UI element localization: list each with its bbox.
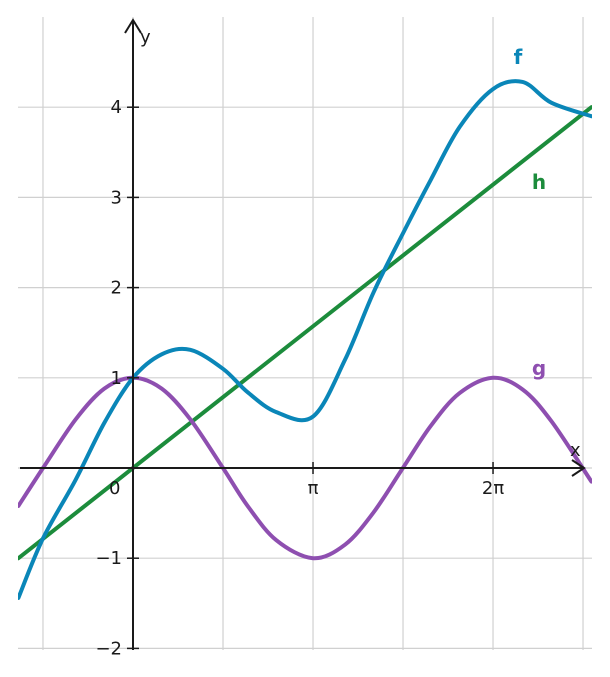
series-labels: f g h — [514, 45, 547, 380]
y-axis-arrow — [124, 18, 142, 34]
series-label-h: h — [532, 170, 546, 194]
y-tick-label: −1 — [95, 548, 122, 569]
y-tick-label: 1 — [111, 368, 122, 389]
y-tick-label: 2 — [111, 278, 122, 299]
ticks: 0 π 2π −2 −1 1 2 3 4 — [95, 97, 504, 659]
x-tick-label: π — [308, 478, 319, 499]
series-label-f: f — [514, 45, 523, 69]
series-h-line — [18, 105, 592, 561]
axes: x y — [20, 18, 586, 650]
x-tick-label: 0 — [109, 478, 120, 499]
x-axis-arrow — [571, 459, 586, 477]
series-g-line — [18, 375, 592, 561]
y-axis-label: y — [140, 27, 151, 48]
series-f-line — [18, 79, 592, 600]
series-label-g: g — [532, 356, 546, 380]
y-tick-label: −2 — [95, 638, 122, 659]
y-tick-label: 3 — [111, 187, 122, 208]
x-axis-label: x — [570, 440, 581, 461]
y-tick-label: 4 — [111, 97, 122, 118]
grid — [18, 17, 592, 650]
curves — [18, 79, 592, 600]
x-tick-label: 2π — [482, 478, 504, 499]
